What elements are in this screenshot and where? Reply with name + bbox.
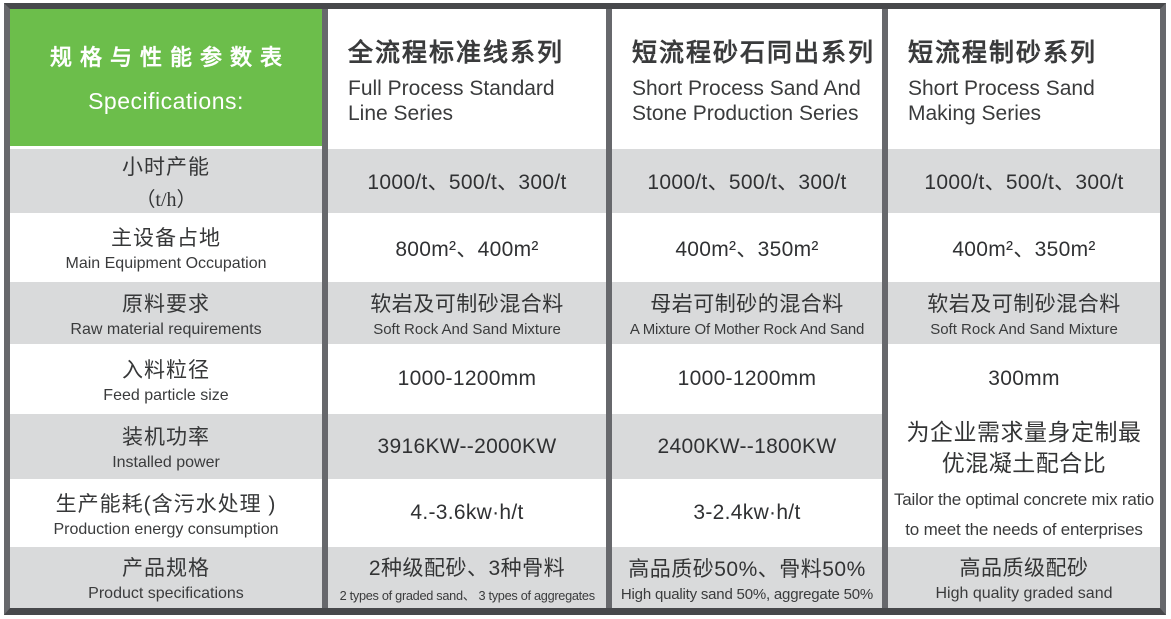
data-cell: 母岩可制砂的混合料 A Mixture Of Mother Rock And S… xyxy=(612,282,882,344)
cell-value: 1000/t、500/t、300/t xyxy=(367,171,567,194)
cell-value-en: High quality sand 50%, aggregate 50% xyxy=(620,585,874,603)
data-cell: 3-2.4kw·h/t xyxy=(612,479,882,547)
table-corner-cell: 规格与性能参数表 Specifications: xyxy=(10,9,322,149)
cell-value-zh: 母岩可制砂的混合料 xyxy=(650,293,844,316)
row-label-zh: 生产能耗(含污水处理 ) xyxy=(55,492,277,516)
cell-value-zh: 2种级配砂、3种骨料 xyxy=(368,556,566,580)
cell-value: 2400KW--1800KW xyxy=(657,434,837,458)
cell-value: 3916KW--2000KW xyxy=(377,434,557,458)
cell-value: 400m²、350m² xyxy=(675,237,819,261)
column-header-zh: 短流程砂石同出系列 xyxy=(632,39,876,67)
row-label-product-specifications: 产品规格 Product specifications xyxy=(10,547,322,608)
row-label-en: Installed power xyxy=(112,454,220,471)
data-cell: 软岩及可制砂混合料 Soft Rock And Sand Mixture xyxy=(328,282,606,344)
column-header-short-process-sand-making: 短流程制砂系列 Short Process Sand Making Series xyxy=(888,9,1160,149)
cell-value: 1000/t、500/t、300/t xyxy=(647,171,847,194)
data-cell: 高品质砂50%、骨料50% High quality sand 50%, agg… xyxy=(612,547,882,608)
data-cell: 1000/t、500/t、300/t xyxy=(612,149,882,213)
data-cell: 1000-1200mm xyxy=(612,344,882,414)
merged-cell-tailored-mix: 为企业需求量身定制最 优混凝土配合比 Tailor the optimal co… xyxy=(888,414,1160,547)
row-label-en: Product specifications xyxy=(88,585,244,602)
row-label-zh: 装机功率 xyxy=(122,426,210,449)
data-cell: 1000-1200mm xyxy=(328,344,606,414)
data-cell: 800m²、400m² xyxy=(328,213,606,282)
column-header-zh: 短流程制砂系列 xyxy=(908,39,1098,67)
row-label-raw-material: 原料要求 Raw material requirements xyxy=(10,282,322,344)
data-cell: 软岩及可制砂混合料 Soft Rock And Sand Mixture xyxy=(888,282,1160,344)
cell-value-zh: 高品质砂50%、骨料50% xyxy=(628,557,866,581)
cell-value-en: High quality graded sand xyxy=(935,585,1113,602)
cell-value-zh: 软岩及可制砂混合料 xyxy=(927,293,1121,316)
cell-value: 300mm xyxy=(988,367,1060,390)
cell-value: 1000-1200mm xyxy=(677,367,817,390)
column-header-en: Full Process Standard Line Series xyxy=(348,77,555,126)
data-cell: 300mm xyxy=(888,344,1160,414)
row-label-installed-power: 装机功率 Installed power xyxy=(10,414,322,479)
cell-value-en: Soft Rock And Sand Mixture xyxy=(930,321,1118,338)
column-header-full-process: 全流程标准线系列 Full Process Standard Line Seri… xyxy=(328,9,606,149)
cell-value: 4.-3.6kw·h/t xyxy=(410,501,524,524)
column-header-en: Short Process Sand And Stone Production … xyxy=(632,77,861,126)
data-cell: 高品质级配砂 High quality graded sand xyxy=(888,547,1160,608)
cell-value: 400m²、350m² xyxy=(952,237,1096,261)
row-label-zh: 原料要求 xyxy=(122,292,210,316)
cell-value: 800m²、400m² xyxy=(395,237,539,261)
row-label-equipment-occupation: 主设备占地 Main Equipment Occupation xyxy=(10,213,322,282)
corner-green-banner: 规格与性能参数表 Specifications: xyxy=(10,9,322,146)
row-label-zh: 小时产能 xyxy=(122,155,210,179)
cell-value-zh: 高品质级配砂 xyxy=(959,557,1089,580)
column-header-en: Short Process Sand Making Series xyxy=(908,77,1095,126)
data-cell: 3916KW--2000KW xyxy=(328,414,606,479)
cell-value: 3-2.4kw·h/t xyxy=(693,501,801,524)
cell-value-en: Soft Rock And Sand Mixture xyxy=(373,321,561,338)
table-title-zh: 规格与性能参数表 xyxy=(49,45,290,70)
data-cell: 1000/t、500/t、300/t xyxy=(888,149,1160,213)
cell-value-en: A Mixture Of Mother Rock And Sand xyxy=(629,321,865,338)
specifications-table: 规格与性能参数表 Specifications: 全流程标准线系列 Full P… xyxy=(4,3,1166,615)
cell-value: 1000-1200mm xyxy=(397,367,537,390)
row-label-zh: 入料粒径 xyxy=(122,358,210,382)
row-label-en: Raw material requirements xyxy=(70,320,262,338)
table-title-en: Specifications: xyxy=(88,88,244,114)
cell-value-zh: 软岩及可制砂混合料 xyxy=(370,293,564,316)
cell-value-en: 2 types of graded sand、 3 types of aggre… xyxy=(339,587,595,603)
row-label-unit: （t/h） xyxy=(135,188,197,211)
data-cell: 2400KW--1800KW xyxy=(612,414,882,479)
row-label-feed-particle-size: 入料粒径 Feed particle size xyxy=(10,344,322,414)
column-header-short-process-sand-stone: 短流程砂石同出系列 Short Process Sand And Stone P… xyxy=(612,9,882,149)
column-header-zh: 全流程标准线系列 xyxy=(348,39,565,67)
row-label-en: Feed particle size xyxy=(103,386,229,404)
cell-value: 1000/t、500/t、300/t xyxy=(924,171,1124,194)
data-cell: 400m²、350m² xyxy=(888,213,1160,282)
row-label-zh: 产品规格 xyxy=(122,557,210,580)
merged-cell-zh: 为企业需求量身定制最 优混凝土配合比 xyxy=(906,418,1142,476)
row-label-hourly-capacity: 小时产能 （t/h） xyxy=(10,149,322,213)
data-cell: 1000/t、500/t、300/t xyxy=(328,149,606,213)
row-label-energy-consumption: 生产能耗(含污水处理 ) Production energy consumpti… xyxy=(10,479,322,547)
row-label-en: Production energy consumption xyxy=(53,520,279,538)
merged-cell-en: Tailor the optimal concrete mix ratio to… xyxy=(894,489,1154,539)
data-cell: 4.-3.6kw·h/t xyxy=(328,479,606,547)
row-label-zh: 主设备占地 xyxy=(111,227,221,250)
data-cell: 2种级配砂、3种骨料 2 types of graded sand、 3 typ… xyxy=(328,547,606,608)
row-label-en: Main Equipment Occupation xyxy=(65,255,267,272)
data-cell: 400m²、350m² xyxy=(612,213,882,282)
